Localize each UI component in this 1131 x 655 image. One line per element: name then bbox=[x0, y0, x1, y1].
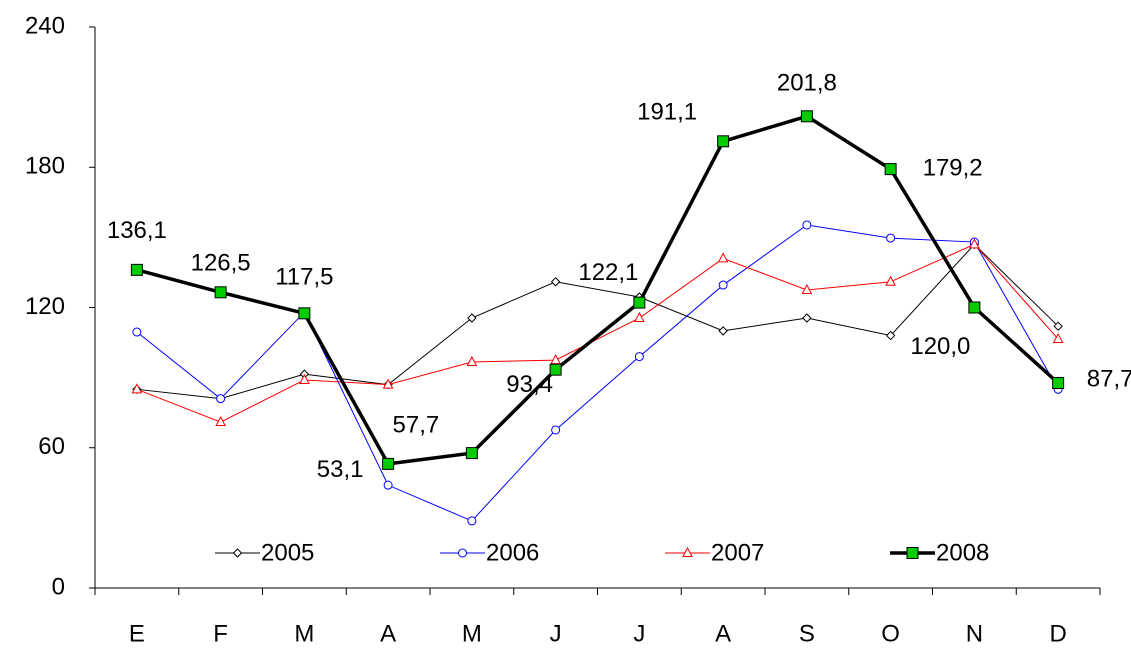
data-label: 126,5 bbox=[191, 250, 251, 277]
series-line bbox=[136, 243, 1059, 423]
series-line bbox=[136, 224, 1059, 522]
marker bbox=[550, 354, 561, 365]
x-tick-label: A bbox=[715, 620, 731, 647]
x-tick-label: A bbox=[380, 620, 396, 647]
legend-label: 2006 bbox=[486, 539, 539, 566]
marker bbox=[299, 373, 310, 384]
y-tick-label: 180 bbox=[25, 153, 65, 180]
x-tick-label: O bbox=[881, 620, 900, 647]
series-line bbox=[136, 243, 1059, 400]
data-label: 201,8 bbox=[777, 70, 837, 97]
marker bbox=[467, 516, 477, 526]
marker bbox=[550, 277, 561, 287]
marker bbox=[802, 313, 812, 323]
x-tick-label: J bbox=[633, 620, 645, 647]
marker bbox=[131, 383, 143, 394]
x-tick-label: S bbox=[799, 620, 815, 647]
marker bbox=[884, 163, 897, 176]
marker bbox=[549, 363, 562, 376]
marker bbox=[382, 457, 395, 470]
marker bbox=[886, 233, 896, 243]
legend-label: 2005 bbox=[261, 539, 314, 566]
marker bbox=[215, 415, 226, 427]
x-tick-label: E bbox=[129, 620, 145, 647]
marker bbox=[130, 263, 143, 276]
x-tick-label: J bbox=[550, 620, 562, 647]
legend-marker bbox=[458, 548, 467, 558]
x-tick-label: D bbox=[1049, 620, 1066, 647]
legend-marker bbox=[232, 548, 243, 558]
y-tick-label: 60 bbox=[38, 433, 65, 460]
legend-marker bbox=[906, 547, 919, 559]
marker bbox=[382, 378, 394, 389]
data-label: 87,7 bbox=[1087, 365, 1131, 392]
x-tick-label: N bbox=[966, 620, 983, 647]
marker bbox=[718, 326, 728, 336]
marker bbox=[1052, 377, 1065, 390]
marker bbox=[1053, 321, 1063, 331]
series-line bbox=[136, 114, 1060, 466]
data-label: 179,2 bbox=[923, 154, 983, 181]
marker bbox=[718, 280, 728, 290]
legend-label: 2007 bbox=[711, 539, 764, 566]
marker bbox=[801, 283, 813, 294]
marker bbox=[1052, 332, 1064, 344]
marker bbox=[802, 220, 812, 230]
marker bbox=[634, 352, 644, 362]
marker bbox=[717, 252, 729, 263]
marker bbox=[800, 110, 813, 123]
marker bbox=[551, 425, 561, 435]
data-label: 93,4 bbox=[506, 371, 553, 398]
marker bbox=[132, 327, 142, 337]
marker bbox=[633, 296, 646, 309]
legend-marker bbox=[682, 546, 693, 557]
data-label: 122,1 bbox=[578, 259, 638, 286]
marker bbox=[634, 311, 645, 323]
x-tick-label: F bbox=[213, 620, 228, 647]
marker bbox=[717, 135, 730, 148]
marker bbox=[885, 330, 896, 341]
marker bbox=[466, 355, 478, 366]
marker bbox=[885, 275, 896, 286]
marker bbox=[216, 394, 226, 404]
marker bbox=[968, 301, 981, 314]
legend-label: 2008 bbox=[936, 539, 989, 566]
y-tick-label: 240 bbox=[25, 12, 65, 39]
marker bbox=[467, 313, 477, 323]
y-tick-label: 0 bbox=[52, 573, 65, 600]
marker bbox=[214, 286, 227, 299]
data-label: 117,5 bbox=[275, 264, 333, 291]
marker bbox=[969, 238, 980, 249]
data-label: 136,1 bbox=[107, 217, 167, 244]
data-label: 120,0 bbox=[910, 333, 970, 360]
marker bbox=[465, 447, 478, 460]
data-label: 53,1 bbox=[317, 456, 364, 483]
x-tick-label: M bbox=[462, 620, 482, 647]
marker bbox=[298, 307, 311, 320]
marker bbox=[383, 480, 393, 490]
y-tick-label: 120 bbox=[25, 293, 65, 320]
x-tick-label: M bbox=[294, 620, 314, 647]
data-label: 191,1 bbox=[637, 99, 697, 126]
data-label: 57,7 bbox=[393, 411, 440, 438]
